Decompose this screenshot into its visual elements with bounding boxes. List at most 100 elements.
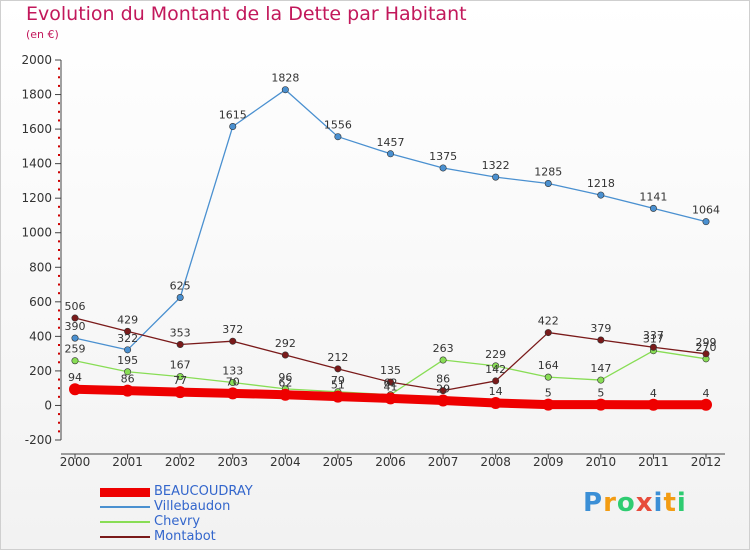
data-label: 317 [643,333,664,346]
data-label: 14 [489,385,503,398]
legend-label: BEAUCOUDRAY [154,484,253,499]
legend-swatch [100,521,150,523]
y-minor-tick [58,395,60,398]
data-label: 292 [275,337,296,350]
data-label: 142 [485,363,506,376]
data-point [176,373,184,381]
data-label: 1285 [534,166,562,179]
data-point [281,351,289,359]
x-tick-label: 2011 [638,455,669,469]
data-label: 70 [226,375,240,388]
x-tick-label: 2000 [60,455,91,469]
data-label: 167 [170,359,191,372]
data-label: 625 [170,280,191,293]
y-minor-tick [58,205,60,208]
data-point [124,368,132,376]
data-point [281,86,289,94]
data-label: 147 [590,362,611,375]
y-tick-label: 600 [29,295,52,309]
y-minor-tick [58,430,60,433]
legend-swatch [100,506,150,508]
data-label: 195 [117,354,138,367]
data-point [71,314,79,322]
data-label: 51 [331,379,345,392]
data-point [226,387,239,400]
legend-label: Villebaudon [154,499,231,514]
data-label: 86 [436,373,450,386]
data-label: 337 [643,329,664,342]
y-minor-tick [58,240,60,243]
data-label: 96 [278,371,292,384]
data-label: 1615 [219,109,247,122]
data-label: 1141 [639,190,667,203]
data-point [71,334,79,342]
x-tick-label: 2003 [217,455,248,469]
y-minor-tick [58,413,60,416]
data-label: 79 [331,374,345,387]
data-point [544,180,552,188]
y-tick-label: 2000 [21,53,52,67]
y-minor-tick [58,318,60,321]
y-minor-tick [58,292,60,295]
data-label: 62 [384,377,398,390]
data-point [331,390,344,403]
data-point [121,384,134,397]
data-label: 229 [485,348,506,361]
data-label: 5 [597,387,604,400]
data-point [176,340,184,348]
data-label: 1375 [429,150,457,163]
logo-letter: o [616,488,636,518]
y-minor-tick [58,223,60,226]
data-point [229,337,237,345]
data-point [439,164,447,172]
data-label: 5 [545,387,552,400]
data-label: 1322 [482,159,510,172]
data-point [229,123,237,131]
data-label: 29 [436,382,450,395]
x-tick-label: 2010 [586,455,617,469]
x-tick-label: 2012 [691,455,722,469]
data-label: 1218 [587,177,615,190]
data-point [647,398,660,411]
y-minor-tick [58,387,60,390]
data-point [176,293,184,301]
x-tick-label: 2009 [533,455,564,469]
data-point [597,191,605,199]
y-tick-label: -200 [25,433,52,447]
data-label: 1457 [377,136,405,149]
y-minor-tick [58,110,60,113]
y-tick-label: 800 [29,260,52,274]
data-point [702,218,710,226]
chart-subtitle: (en €) [26,28,59,41]
data-label: 164 [538,359,559,372]
data-point [542,398,555,411]
y-tick-label: 1400 [21,157,52,171]
data-point [386,150,394,158]
data-point [594,398,607,411]
y-minor-tick [58,361,60,364]
y-tick-label: 1000 [21,226,52,240]
y-tick-label: 1600 [21,122,52,136]
y-minor-tick [58,145,60,148]
data-point [124,327,132,335]
data-point [700,398,712,411]
y-tick-label: 200 [29,364,52,378]
data-point [71,357,79,365]
y-minor-tick [58,154,60,156]
data-label: 1828 [271,72,299,85]
data-point [492,377,500,385]
data-point [489,397,502,410]
y-minor-tick [58,84,60,87]
data-label: 1556 [324,119,352,132]
data-label: 422 [538,315,559,328]
data-point [492,173,500,181]
y-minor-tick [58,257,60,260]
chart-title: Evolution du Montant de la Dette par Hab… [26,3,467,25]
data-label: 390 [65,320,86,333]
logo-letter: i [676,488,687,518]
data-label: 429 [117,313,138,326]
data-point [334,133,342,141]
y-minor-tick [58,214,60,217]
y-tick-label: 0 [44,398,52,412]
data-point [492,362,500,370]
